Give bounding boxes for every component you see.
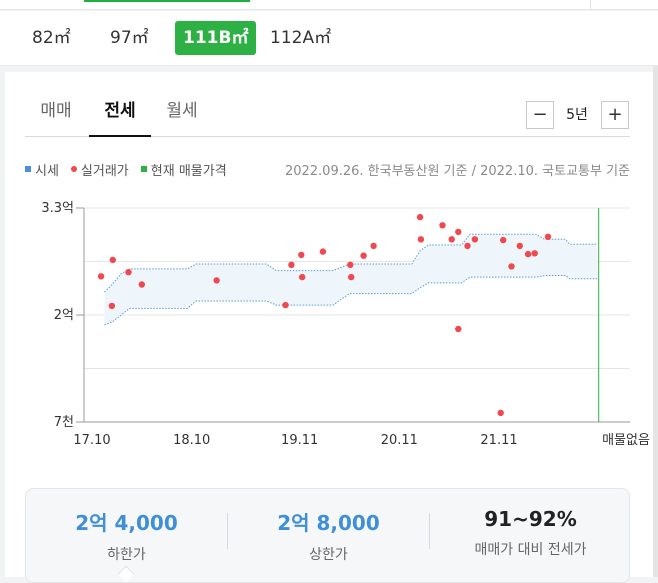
x-tick-label: 17.10 (73, 433, 110, 448)
transaction-point (360, 252, 367, 259)
transaction-point (125, 269, 132, 276)
summary-upper-value: 2억 8,000 (277, 511, 380, 535)
legend-item-actual: 실거래가 (70, 160, 129, 179)
summary-ratio: 91~92% 매매가 대비 전세가 (430, 507, 631, 559)
x-tick-label: 18.10 (173, 433, 210, 448)
legend-dot-icon (70, 166, 77, 172)
transaction-point (448, 236, 455, 243)
transaction-point (455, 325, 462, 333)
transaction-point (109, 256, 117, 264)
price-summary-box: 2억 4,000 하한가 2억 8,000 상한가 91~92% 매매가 대비 … (25, 488, 630, 583)
legend-item-market: 시세 (25, 160, 59, 179)
transaction-point (508, 263, 515, 270)
tab-monthly[interactable]: 월세 (166, 101, 198, 121)
summary-upper: 2억 8,000 상한가 (228, 507, 429, 564)
tab-sale[interactable]: 매매 (40, 101, 72, 121)
transaction-point (464, 242, 471, 250)
period-increase-button[interactable]: + (601, 101, 629, 129)
transaction-point (455, 228, 462, 236)
summary-divider (429, 513, 430, 549)
transaction-point (347, 261, 354, 268)
summary-lower: 2억 4,000 하한가 (26, 507, 227, 564)
transaction-point (439, 222, 446, 229)
top-tab-strip (0, 0, 658, 10)
transaction-point (97, 273, 105, 280)
summary-ratio-value: 91~92% (484, 507, 577, 531)
transaction-point (370, 242, 377, 250)
active-tab-indicator (84, 0, 250, 2)
summary-lower-label: 하한가 (107, 547, 146, 563)
transaction-point (531, 250, 538, 257)
legend-label-market: 시세 (35, 163, 59, 179)
chart-legend: 시세 실거래가 현재 매물가격 (25, 160, 239, 179)
y-tick-label: 7천 (54, 415, 74, 430)
market-lower-line (104, 275, 597, 326)
transaction-point (417, 236, 425, 243)
transaction-point (500, 236, 507, 244)
summary-divider (227, 513, 228, 549)
transaction-point (282, 301, 289, 309)
summary-ratio-label: 매매가 대비 전세가 (474, 542, 587, 558)
summary-upper-label: 상한가 (309, 547, 348, 563)
x-tick-label: 19.11 (281, 433, 318, 448)
size-tab-111b[interactable]: 111B㎡ (175, 21, 257, 55)
legend-square-icon (25, 166, 31, 172)
y-tick-label: 3.3억 (41, 201, 74, 216)
transaction-point (138, 281, 145, 288)
transaction-point (497, 409, 504, 417)
size-tab-97[interactable]: 97㎡ (110, 28, 149, 48)
deal-type-tabs: 매매 전세 월세 (25, 95, 630, 137)
transaction-point (288, 261, 295, 268)
transaction-point (108, 302, 116, 310)
scrollbar-track (653, 66, 658, 577)
transaction-point (471, 236, 479, 243)
jeonse-price-chart[interactable]: 3.3억 2억 7천 17.10 18.10 19.11 20.11 21.11 매물없음 (0, 190, 658, 455)
x-tick-label: 21.11 (480, 433, 517, 448)
size-tab-112a[interactable]: 112A㎡ (270, 28, 332, 48)
size-selector-bar: 82㎡ 97㎡ 111B㎡ 112A㎡ (0, 11, 658, 66)
transaction-point (524, 250, 532, 258)
tab-divider (590, 0, 591, 10)
legend-item-listing: 현재 매물가격 (140, 160, 227, 179)
transaction-point (213, 277, 220, 284)
legend-square-icon (140, 166, 147, 172)
transaction-point (516, 242, 523, 250)
market-upper-line (104, 233, 597, 293)
x-tick-label: 20.11 (381, 433, 418, 448)
size-tab-82[interactable]: 82㎡ (32, 28, 71, 48)
transaction-point (319, 248, 327, 255)
transaction-point (299, 273, 306, 281)
transaction-point (544, 233, 552, 240)
transaction-point (416, 213, 424, 221)
legend-label-listing: 현재 매물가격 (150, 163, 227, 179)
transaction-point (298, 251, 305, 259)
legend-label-actual: 실거래가 (80, 163, 129, 179)
y-tick-label: 2억 (54, 308, 74, 323)
period-value: 5년 (566, 107, 588, 123)
transaction-point (348, 273, 355, 281)
data-source-note: 2022.09.26. 한국부동산원 기준 / 2022.10. 국토교통부 기… (284, 164, 630, 179)
summary-lower-value: 2억 4,000 (75, 511, 178, 535)
tab-jeonse[interactable]: 전세 (89, 95, 151, 137)
period-decrease-button[interactable]: − (526, 101, 554, 129)
x-tick-label: 매물없음 (602, 433, 650, 448)
